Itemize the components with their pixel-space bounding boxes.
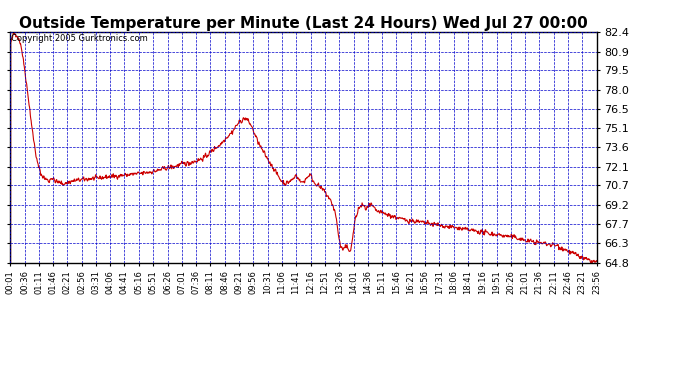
Title: Outside Temperature per Minute (Last 24 Hours) Wed Jul 27 00:00: Outside Temperature per Minute (Last 24 … (19, 16, 588, 31)
Text: Copyright 2005 Gurktronics.com: Copyright 2005 Gurktronics.com (11, 34, 148, 43)
